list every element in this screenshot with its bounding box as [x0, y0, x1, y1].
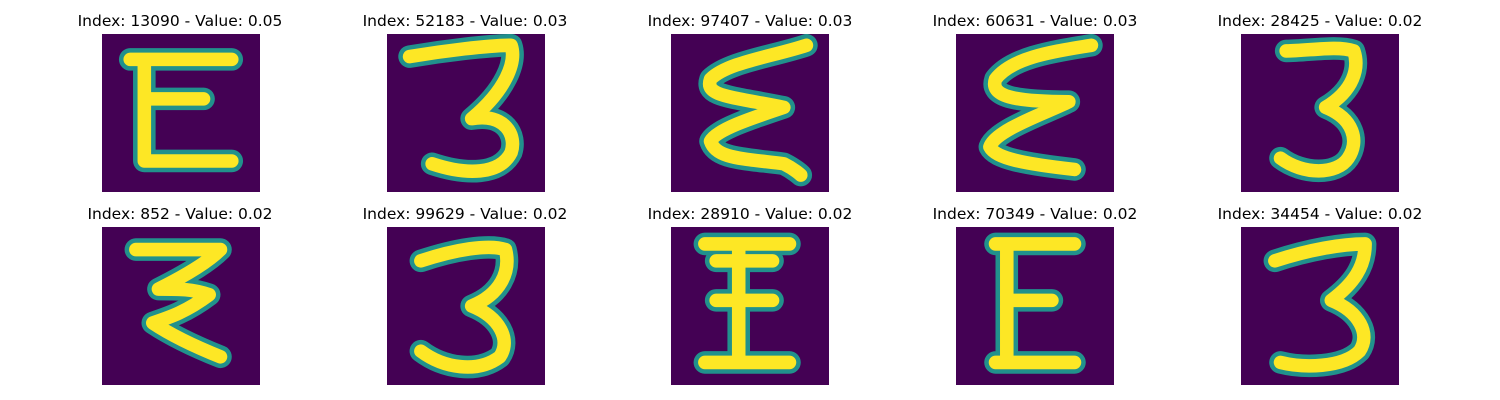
digit-image	[1241, 227, 1399, 385]
digit-3-icon	[387, 34, 545, 192]
digit-image	[387, 34, 545, 192]
panel-title: Index: 97407 - Value: 0.03	[647, 12, 853, 30]
digit-zigzag-icon	[102, 227, 260, 385]
panel-title: Index: 60631 - Value: 0.03	[932, 12, 1138, 30]
digit-e-icon	[102, 34, 260, 192]
digit-3-icon	[387, 227, 545, 385]
digit-image	[671, 227, 829, 385]
digit-image	[956, 227, 1114, 385]
panel-title: Index: 852 - Value: 0.02	[87, 205, 273, 223]
digit-3-icon	[1241, 34, 1399, 192]
digit-3-icon	[1241, 227, 1399, 385]
panel-title: Index: 52183 - Value: 0.03	[362, 12, 568, 30]
digit-zigzag-icon	[956, 34, 1114, 192]
panel-title: Index: 34454 - Value: 0.02	[1217, 205, 1423, 223]
panel-title: Index: 99629 - Value: 0.02	[362, 205, 568, 223]
digit-image	[671, 34, 829, 192]
panel-title: Index: 28910 - Value: 0.02	[647, 205, 853, 223]
digit-image	[387, 227, 545, 385]
digit-zigzag-icon	[671, 34, 829, 192]
panel-title: Index: 28425 - Value: 0.02	[1217, 12, 1423, 30]
panel-title: Index: 13090 - Value: 0.05	[77, 12, 283, 30]
digit-image	[102, 227, 260, 385]
digit-image	[956, 34, 1114, 192]
digit-image	[1241, 34, 1399, 192]
panel-title: Index: 70349 - Value: 0.02	[932, 205, 1138, 223]
digit-e-icon	[956, 227, 1114, 385]
digit-image	[102, 34, 260, 192]
digit-e-icon	[671, 227, 829, 385]
